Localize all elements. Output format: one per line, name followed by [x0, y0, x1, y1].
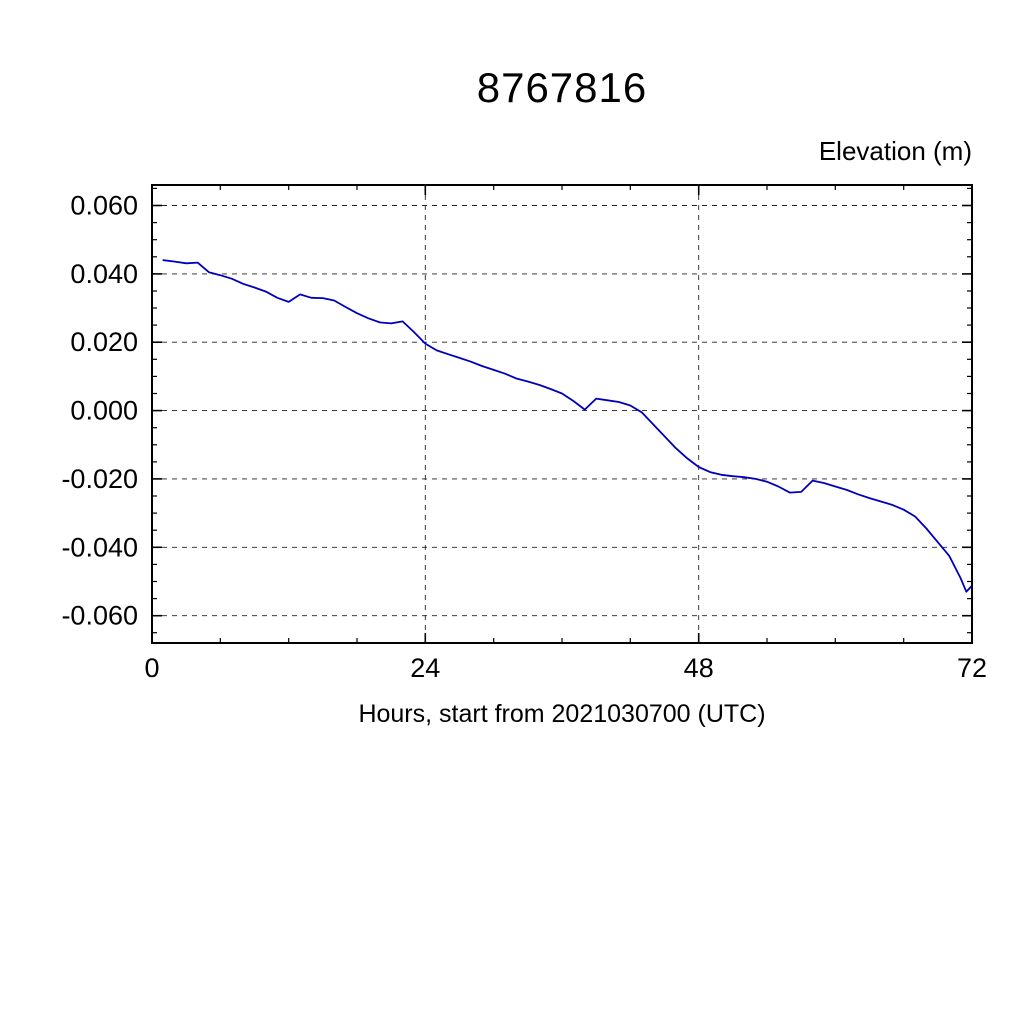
y-tick-label: 0.000: [70, 396, 138, 426]
y-tick-label: -0.040: [61, 532, 138, 562]
y-tick-label: 0.060: [70, 191, 138, 221]
x-tick-label: 0: [144, 653, 159, 683]
x-tick-label: 24: [410, 653, 440, 683]
y-axis-title: Elevation (m): [818, 136, 972, 166]
x-axis-title: Hours, start from 2021030700 (UTC): [358, 700, 766, 728]
y-tick-label: -0.020: [61, 464, 138, 494]
y-tick-label: 0.040: [70, 259, 138, 289]
x-tick-label: 48: [684, 653, 714, 683]
chart-title: 8767816: [476, 64, 648, 111]
y-tick-label: 0.020: [70, 327, 138, 357]
plot-frame: [151, 184, 973, 644]
elevation-line: [162, 259, 973, 593]
x-tick-label: 72: [957, 653, 987, 683]
y-tick-label: -0.060: [61, 601, 138, 631]
